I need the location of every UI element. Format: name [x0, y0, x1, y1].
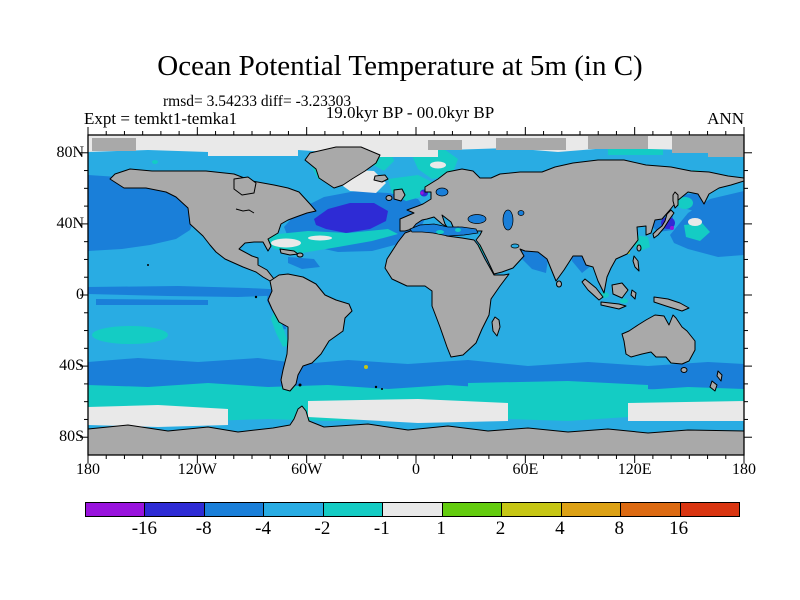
philippines [632, 255, 640, 272]
x-tick-label: 60E [512, 461, 539, 478]
continents [88, 146, 744, 455]
colorbar-segment [441, 503, 502, 516]
colorbar-segment [382, 503, 442, 516]
axis-ticks [80, 127, 752, 463]
sumatra [581, 278, 604, 301]
sakhalin [672, 191, 679, 209]
tasmania [680, 367, 688, 373]
madagascar [491, 316, 501, 337]
north-america [109, 168, 317, 282]
iceland [373, 174, 389, 183]
colorbar-tick-label: -8 [195, 518, 212, 539]
plot-title: Ocean Potential Temperature at 5m (in C) [157, 50, 643, 82]
colorbar-segment [86, 503, 145, 516]
x-tick-label: 180 [76, 461, 100, 478]
x-tick-label: 60W [291, 461, 323, 478]
experiment-label: Expt = temkt1-temka1 [84, 109, 238, 128]
black-sea [467, 214, 487, 224]
season-label: ANN [707, 109, 744, 128]
colorbar-tick-label: -1 [373, 518, 390, 539]
new-zealand-north [716, 370, 723, 382]
great-lakes [235, 208, 255, 214]
colorbar-segment [620, 503, 680, 516]
mediterranean-sea [409, 223, 479, 237]
colorbar-segment [679, 503, 739, 516]
colorbar-segment [263, 503, 323, 516]
java [600, 301, 627, 310]
x-tick-label: 120W [177, 461, 217, 478]
south-america [267, 273, 353, 392]
colorbar [85, 502, 740, 517]
colorbar-tick-label: 2 [495, 518, 506, 539]
colorbar-segment [501, 503, 561, 516]
ireland [385, 195, 393, 201]
new-guinea [653, 296, 690, 312]
colorbar-tick-label: -2 [314, 518, 331, 539]
y-tick-label: 80N [56, 143, 84, 161]
x-tick-label: 120E [617, 461, 652, 478]
mediterranean-cyan-specks [436, 228, 461, 234]
aral-sea [517, 210, 525, 216]
persian-gulf [510, 243, 520, 249]
greenland [304, 146, 381, 189]
small-island-specks [147, 264, 383, 390]
y-tick-label: 80S [59, 428, 84, 446]
map-body [88, 135, 744, 455]
colorbar-tick-label: 1 [436, 518, 446, 539]
y-tick-label: 40S [59, 357, 84, 375]
cuba [279, 248, 299, 256]
colorbar-segment [203, 503, 264, 516]
world-map [80, 127, 752, 463]
taiwan [636, 244, 642, 252]
polar-mask-blocks [92, 136, 744, 157]
x-tick-label: 180 [732, 461, 756, 478]
anomaly-purple-dots [420, 191, 674, 230]
colorbar-tick-label: 4 [555, 518, 565, 539]
colorbar-segment [560, 503, 621, 516]
africa [384, 228, 510, 358]
borneo [611, 282, 629, 299]
y-tick-label: 0 [76, 286, 84, 303]
colorbar-segment [322, 503, 383, 516]
stats-line: rmsd= 3.54233 diff= -3.23303 [163, 93, 352, 110]
colorbar-tick-label: 16 [669, 518, 689, 539]
caspian-sea [502, 209, 514, 231]
x-tick-label: 0 [412, 461, 420, 478]
new-zealand-south [709, 380, 718, 392]
y-tick-label: 40N [56, 214, 84, 232]
colorbar-tick-label: 8 [614, 518, 625, 539]
antarctica [88, 405, 744, 455]
baltic-sea [435, 187, 449, 197]
anomaly-nearzero-patches [88, 135, 744, 427]
sulawesi [630, 289, 637, 300]
australia [621, 314, 696, 365]
hudson-bay-outline [233, 176, 257, 196]
colorbar-tick-label: -4 [255, 518, 271, 539]
japan [652, 209, 675, 239]
colorbar-segment [144, 503, 204, 516]
period-label: 19.0kyr BP - 00.0kyr BP [325, 103, 495, 122]
hispaniola [296, 252, 304, 258]
colorbar-tick-label: -16 [131, 518, 158, 539]
marginal-seas [409, 187, 525, 249]
sri-lanka [556, 280, 562, 288]
great-britain [393, 188, 406, 202]
